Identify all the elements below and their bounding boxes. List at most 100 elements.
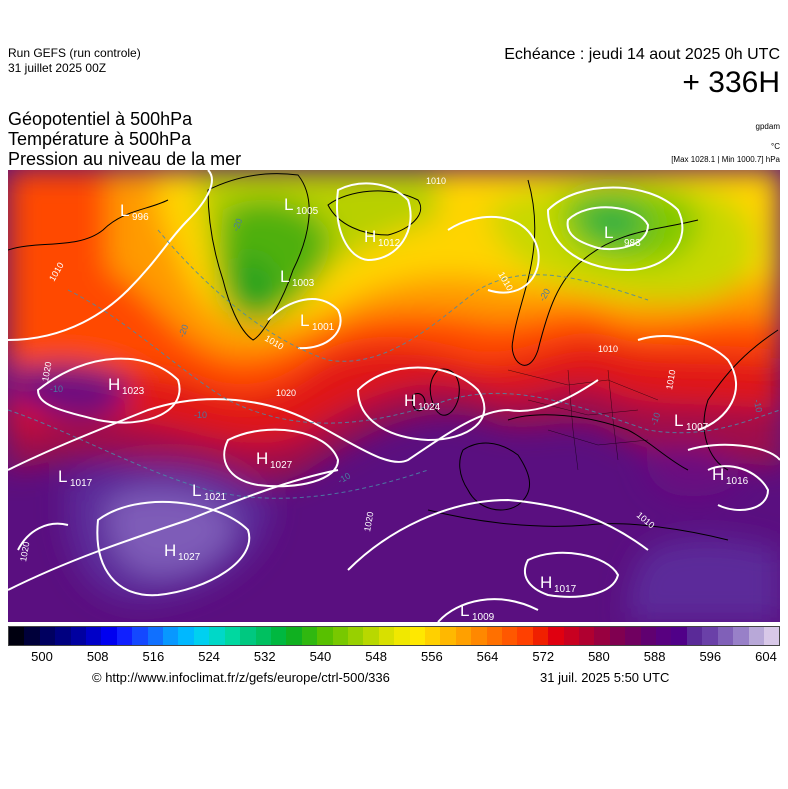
isobar-label: 1010 — [426, 176, 446, 186]
lead-time: + 336H — [682, 66, 780, 99]
pressure-center: H 1024 — [404, 391, 441, 413]
pressure-center: L 1009 — [460, 601, 495, 622]
svg-text:983: 983 — [624, 238, 641, 249]
svg-text:1021: 1021 — [204, 492, 227, 503]
colorbar-tick-label: 580 — [588, 649, 610, 664]
unit-gpdam: gpdam — [755, 122, 780, 131]
colorbar-tick-label: 548 — [365, 649, 387, 664]
colorbar-swatch — [301, 627, 318, 645]
variable-temperature: Température à 500hPa — [8, 129, 192, 149]
colorbar-tick-label: 596 — [699, 649, 722, 664]
isotherms — [8, 229, 780, 499]
pressure-center: L 1021 — [192, 481, 227, 503]
weather-map: L 996 L 1005 H 1012 L 983 L 1003 L 1001 H 1023 … — [8, 170, 780, 622]
colorbar-swatch — [70, 627, 87, 645]
isobar-label: 1020 — [362, 511, 375, 532]
colorbar-swatch — [517, 627, 533, 645]
colorbar-swatch — [178, 627, 194, 645]
valid-time: Echéance : jeudi 14 aout 2025 0h UTC — [504, 46, 780, 63]
colorbar-swatch — [532, 627, 549, 645]
colorbar-swatch — [209, 627, 225, 645]
colorbar-swatch — [224, 627, 241, 645]
svg-text:1009: 1009 — [472, 612, 495, 622]
colorbar-swatch — [332, 627, 348, 645]
colorbar-swatch — [686, 627, 703, 645]
isotherm-label: -10 — [648, 411, 662, 427]
variable-geopotential: Géopotentiel à 500hPa — [8, 109, 193, 129]
isobar-label: 1020 — [40, 361, 53, 382]
colorbar-swatch — [317, 627, 333, 645]
pressure-center: H 1027 — [256, 449, 293, 471]
svg-text:H: H — [164, 541, 176, 560]
colorbar-swatch — [132, 627, 148, 645]
isotherm-label: -10 — [50, 384, 63, 394]
colorbar-swatch — [702, 627, 718, 645]
pressure-center: L 1001 — [300, 311, 335, 333]
colorbar-swatch — [471, 627, 487, 645]
colorbar-swatch — [625, 627, 641, 645]
borders — [507, 369, 659, 471]
unit-celsius: °C — [771, 142, 780, 151]
colorbar-swatch — [394, 627, 410, 645]
colorbar-tick-label: 500 — [31, 649, 53, 664]
colorbar-swatch — [116, 627, 133, 645]
colorbar-tick-label: 508 — [86, 649, 109, 664]
svg-text:L: L — [192, 481, 201, 500]
colorbar-swatch — [86, 627, 102, 645]
geopotential-field — [8, 170, 780, 622]
colorbar-swatch — [455, 627, 472, 645]
colorbar-swatch — [39, 627, 56, 645]
svg-text:1023: 1023 — [122, 386, 145, 397]
svg-text:1017: 1017 — [554, 584, 577, 595]
colorbar-swatch — [240, 627, 256, 645]
run-date: 31 juillet 2025 00Z — [8, 61, 107, 75]
svg-text:1003: 1003 — [292, 278, 315, 289]
pressure-center: L 1005 — [284, 195, 319, 217]
isobar-label: 1010 — [664, 369, 677, 390]
colorbar-swatch — [378, 627, 395, 645]
colorbar-tick-label: 572 — [532, 649, 555, 664]
svg-text:L: L — [120, 201, 129, 220]
colorbar-swatch — [563, 627, 580, 645]
isotherm-label: -10 — [752, 399, 764, 414]
colorbar-swatch — [640, 627, 657, 645]
colorbar-swatch — [486, 627, 502, 645]
isotherm-label: -10 — [194, 410, 207, 420]
colorbar-swatch — [163, 627, 179, 645]
colorbar-swatch — [579, 627, 595, 645]
isobars — [8, 170, 780, 622]
pressure-center: H 1027 — [164, 541, 201, 563]
colorbar-swatch — [502, 627, 518, 645]
isotherm-label: -20 — [176, 323, 190, 339]
pressure-center: L 983 — [604, 223, 641, 249]
svg-text:L: L — [300, 311, 309, 330]
colorbar-swatch — [24, 627, 40, 645]
svg-text:L: L — [284, 195, 293, 214]
svg-text:H: H — [364, 227, 376, 246]
colorbar-tick-label: 564 — [476, 649, 499, 664]
colorbar-swatch — [594, 627, 610, 645]
svg-text:1001: 1001 — [312, 322, 335, 333]
pressure-center: L 996 — [120, 201, 149, 223]
svg-text:1027: 1027 — [178, 552, 201, 563]
pressure-center: L 1017 — [58, 467, 93, 489]
colorbar-swatch — [286, 627, 302, 645]
variable-mslp: Pression au niveau de la mer — [8, 149, 242, 169]
source-credit: © http://www.infoclimat.fr/z/gefs/europe… — [92, 670, 390, 685]
colorbar-swatch — [9, 627, 25, 645]
colorbar-swatch — [147, 627, 164, 645]
colorbar-swatch — [409, 627, 425, 645]
colorbar-swatch — [656, 627, 672, 645]
pressure-center: L 1007 — [674, 411, 709, 433]
colorbar-swatch — [717, 627, 734, 645]
colorbar-tick-label: 556 — [420, 649, 443, 664]
svg-text:L: L — [58, 467, 67, 486]
colorbar-swatch — [609, 627, 626, 645]
svg-text:H: H — [712, 465, 724, 484]
pressure-center: L 1003 — [280, 267, 315, 289]
colorbar-swatch — [347, 627, 364, 645]
isotherm-label: -20 — [230, 217, 244, 233]
colorbar-swatch — [193, 627, 210, 645]
